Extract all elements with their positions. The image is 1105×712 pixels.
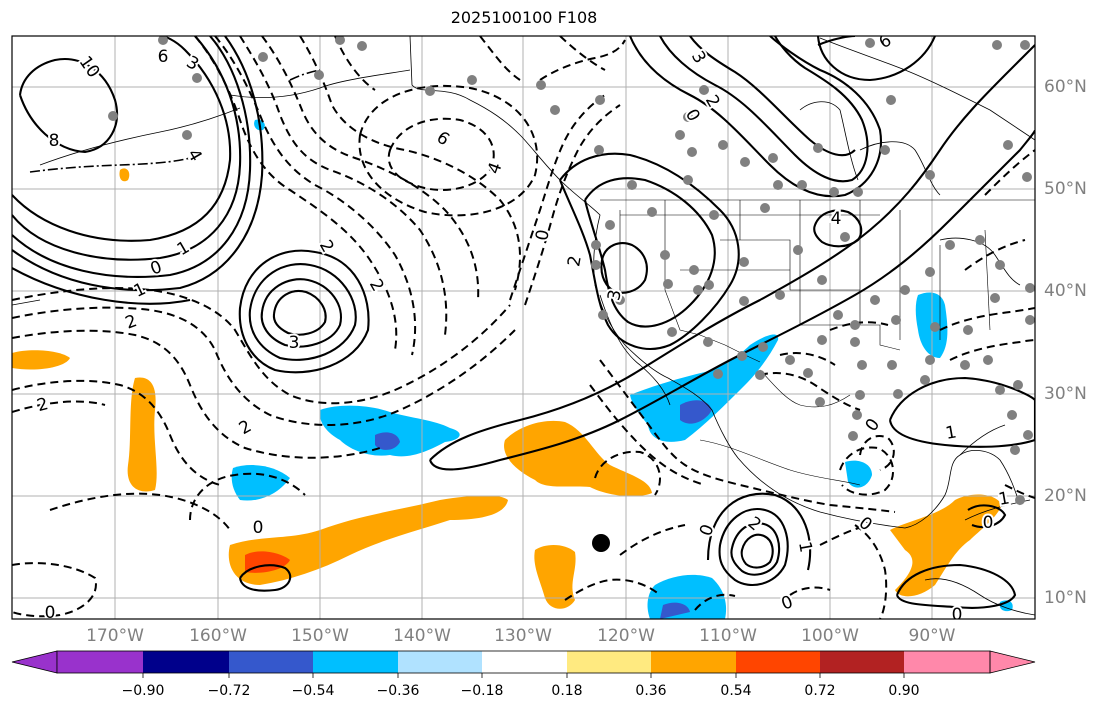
storm-center-marker	[592, 534, 610, 552]
contour-label: 0	[45, 603, 56, 623]
map-layer: 10 6 3 8 4 6 4 0 1 2 1 3 2 2 2 2 0 0 3 3…	[12, 36, 1035, 625]
map-frame	[11, 35, 1036, 620]
contour-label: 0	[253, 518, 264, 538]
lon-label: 120°W	[597, 626, 655, 646]
colorbar-label: 0.72	[804, 683, 836, 699]
colorbar-label: −0.36	[376, 683, 420, 699]
lon-label: 110°W	[699, 626, 757, 646]
chart-title: 2025100100 F108	[450, 8, 598, 27]
colorbar-label: −0.90	[121, 683, 165, 699]
colorbar-segment	[736, 651, 820, 673]
contour-label: 3	[289, 333, 300, 353]
lon-label: 100°W	[801, 626, 859, 646]
colorbar-segment	[143, 651, 229, 673]
contour-label: 4	[831, 209, 842, 229]
shaded-fields	[12, 119, 1013, 619]
lat-label: 30°N	[1044, 384, 1087, 404]
lon-label: 170°W	[86, 626, 144, 646]
lon-label: 150°W	[291, 626, 349, 646]
colorbar-extend-max	[989, 650, 1036, 674]
colorbar-extend-min	[11, 650, 58, 674]
lat-label: 20°N	[1044, 486, 1087, 506]
colorbar-segment	[904, 651, 990, 673]
lat-label: 10°N	[1044, 588, 1087, 608]
colorbar-label: 0.36	[635, 683, 667, 699]
colorbar-label: −0.72	[207, 683, 251, 699]
colorbar	[11, 650, 1036, 678]
colorbar-segment	[229, 651, 313, 673]
lon-label: 90°W	[908, 626, 956, 646]
colorbar-segment	[313, 651, 398, 673]
colorbar-label: 0.90	[888, 683, 920, 699]
lat-label: 40°N	[1044, 281, 1087, 301]
colorbar-label: 0.54	[720, 683, 752, 699]
station-dots	[108, 36, 1035, 505]
contour-label: 8	[49, 131, 60, 151]
colorbar-segment	[482, 651, 567, 673]
coastlines	[12, 36, 1035, 616]
lon-label: 130°W	[494, 626, 552, 646]
dotdash-contours	[29, 69, 321, 173]
lat-label: 50°N	[1044, 179, 1087, 199]
colorbar-segment	[651, 651, 736, 673]
dashed-contours	[12, 36, 1035, 619]
lon-label: 160°W	[189, 626, 247, 646]
colorbar-segment	[567, 651, 651, 673]
solid-contours	[12, 36, 1035, 609]
contour-label: 0	[952, 605, 963, 625]
lon-label: 140°W	[393, 626, 451, 646]
colorbar-label: 0.18	[551, 683, 583, 699]
contour-label: 0	[983, 513, 994, 533]
colorbar-label: −0.54	[291, 683, 335, 699]
contour-label: 6	[158, 47, 169, 67]
colorbar-segment	[398, 651, 482, 673]
colorbar-label: −0.18	[460, 683, 504, 699]
colorbar-segment	[57, 651, 143, 673]
lat-label: 60°N	[1044, 77, 1087, 97]
colorbar-segment	[820, 651, 904, 673]
